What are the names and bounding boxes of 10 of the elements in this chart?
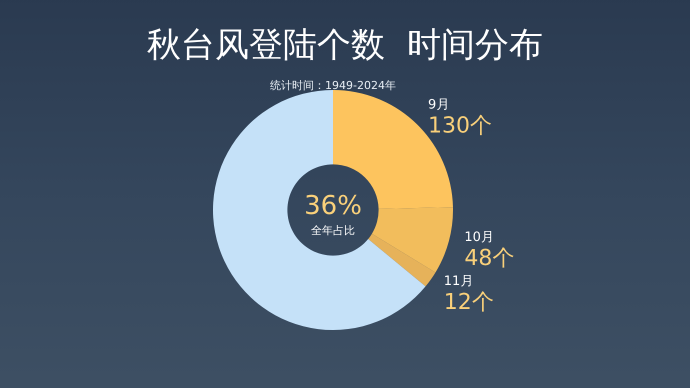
slice-label: 11月	[444, 274, 474, 289]
slice-label: 10月	[464, 230, 494, 246]
slice-label: 9月	[428, 98, 450, 113]
chart-title: 秋台风登陆个数 时间分布	[146, 24, 544, 67]
data-label: 130个	[428, 114, 492, 139]
chart-subtitle: 统计时间：1949-2024年	[269, 78, 397, 93]
text: 全年占比	[311, 224, 355, 237]
text: 36%	[304, 191, 362, 221]
data-label: 48个	[464, 246, 514, 272]
data-label: 12个	[444, 290, 494, 315]
